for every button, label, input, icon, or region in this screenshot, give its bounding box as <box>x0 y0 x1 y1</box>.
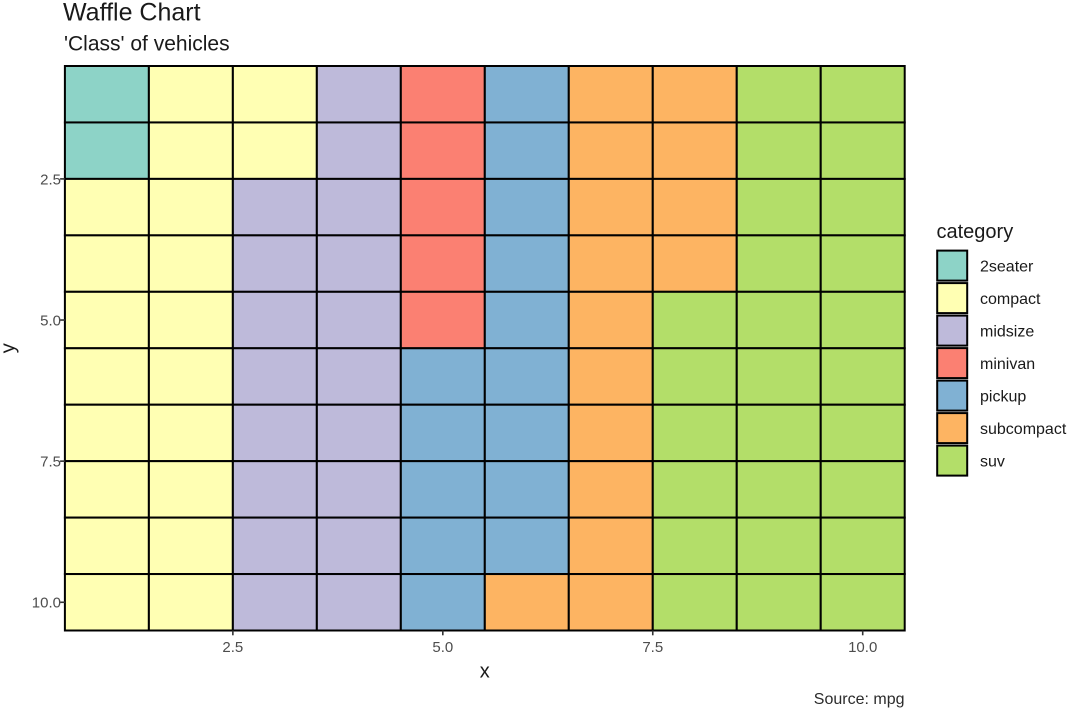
svg-text:category: category <box>937 221 1014 243</box>
svg-text:'Class' of vehicles: 'Class' of vehicles <box>64 33 230 56</box>
svg-text:midsize: midsize <box>980 323 1034 340</box>
svg-text:2.5: 2.5 <box>40 171 61 188</box>
svg-text:Waffle Chart: Waffle Chart <box>63 0 201 27</box>
svg-text:pickup: pickup <box>980 388 1026 405</box>
svg-text:suv: suv <box>980 453 1005 470</box>
svg-text:10.0: 10.0 <box>32 595 61 612</box>
svg-text:7.5: 7.5 <box>642 639 663 656</box>
svg-text:7.5: 7.5 <box>40 454 61 471</box>
svg-text:Source: mpg: Source: mpg <box>814 691 905 708</box>
svg-text:y: y <box>0 343 20 353</box>
svg-text:compact: compact <box>980 291 1041 308</box>
svg-text:subcompact: subcompact <box>980 421 1067 438</box>
svg-text:5.0: 5.0 <box>40 312 61 329</box>
svg-text:5.0: 5.0 <box>432 639 453 656</box>
svg-text:x: x <box>480 661 490 683</box>
svg-text:minivan: minivan <box>980 356 1035 373</box>
svg-text:2.5: 2.5 <box>222 639 243 656</box>
svg-text:10.0: 10.0 <box>848 639 877 656</box>
svg-text:2seater: 2seater <box>980 258 1034 275</box>
